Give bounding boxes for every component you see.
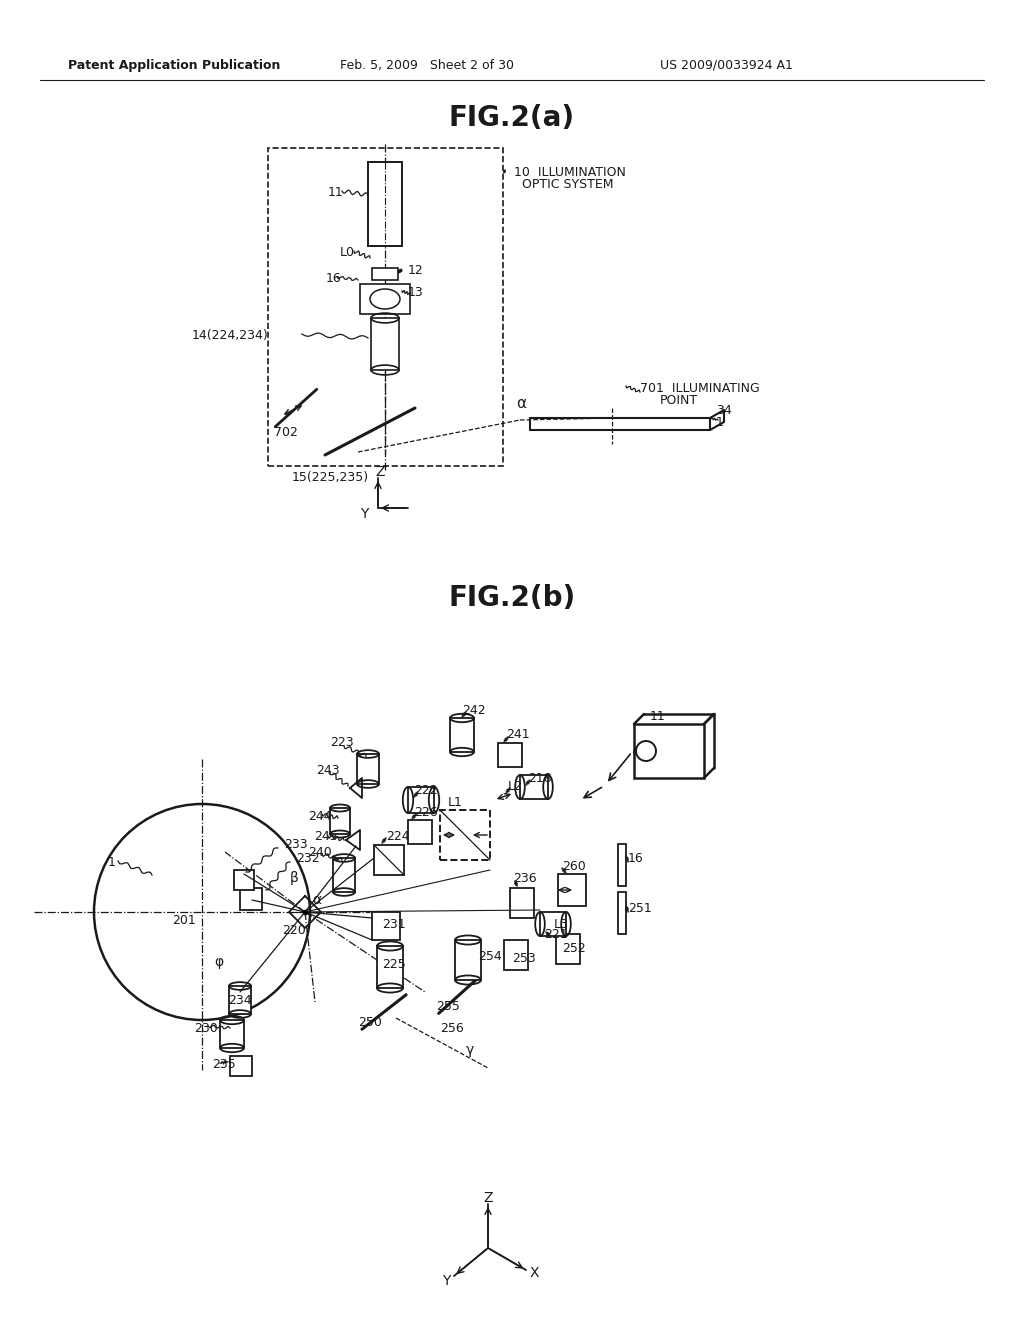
Text: 255: 255 [436,999,460,1012]
Bar [408,787,434,813]
Bar [377,946,403,987]
Text: 234: 234 [228,994,252,1006]
Text: 244: 244 [308,809,332,822]
Text: α: α [312,894,322,907]
Text: L2: L2 [508,780,523,792]
Bar [510,888,534,917]
Bar [408,820,432,843]
Bar [371,318,399,370]
Text: 221: 221 [544,928,567,940]
Text: 224: 224 [386,829,410,842]
Text: OPTIC SYSTEM: OPTIC SYSTEM [522,177,613,190]
Bar [330,808,350,834]
Text: 218: 218 [528,771,552,784]
Text: φ: φ [214,954,223,969]
Text: 222: 222 [414,784,437,796]
Text: Y: Y [359,507,368,521]
Text: 223: 223 [330,735,353,748]
Text: 13: 13 [408,285,424,298]
Text: γ: γ [466,1043,474,1057]
Bar [360,284,410,314]
Bar [240,888,262,909]
Text: 11: 11 [650,710,666,722]
Text: 260: 260 [562,859,586,873]
Text: 1: 1 [716,416,724,429]
Text: α: α [516,396,526,411]
Text: FIG.2(a): FIG.2(a) [449,104,575,132]
Text: 201: 201 [172,913,196,927]
Bar [372,912,400,940]
Text: 254: 254 [478,950,502,964]
Text: Y: Y [441,1274,451,1288]
Text: L0: L0 [340,247,355,260]
Text: 250: 250 [358,1015,382,1028]
Bar [374,845,404,875]
Text: 253: 253 [512,952,536,965]
Bar [618,843,626,886]
Text: 12: 12 [408,264,424,277]
Text: US 2009/0033924 A1: US 2009/0033924 A1 [660,58,793,71]
Bar [504,940,528,970]
Text: 701  ILLUMINATING: 701 ILLUMINATING [640,381,760,395]
Bar [618,892,626,935]
Bar [357,754,379,784]
Text: L3: L3 [554,917,569,931]
Text: 251: 251 [628,902,651,915]
Text: 14(224,234): 14(224,234) [193,330,268,342]
Text: 34: 34 [716,404,732,417]
Text: 245: 245 [314,829,338,842]
Text: 256: 256 [440,1022,464,1035]
Text: Z: Z [483,1191,493,1205]
Bar [556,935,580,964]
Text: 16: 16 [628,851,644,865]
Text: 240: 240 [308,846,332,858]
Bar [230,1056,252,1076]
Text: β: β [290,871,299,884]
Bar [372,268,398,280]
Bar [234,870,254,890]
Text: 702: 702 [274,425,298,438]
Bar [540,912,566,936]
Bar [368,162,402,246]
Text: Feb. 5, 2009   Sheet 2 of 30: Feb. 5, 2009 Sheet 2 of 30 [340,58,514,71]
Text: 220: 220 [282,924,306,936]
Text: 226: 226 [414,805,437,818]
Bar [558,874,586,906]
Text: 235: 235 [212,1059,236,1072]
Bar [634,723,705,777]
Bar [450,718,474,752]
Text: 242: 242 [462,704,485,717]
Text: 252: 252 [562,941,586,954]
Text: X: X [529,1266,539,1280]
Text: 16: 16 [326,272,342,285]
Bar [220,1020,244,1048]
Text: 241: 241 [506,729,529,742]
Text: 11: 11 [328,186,344,199]
Text: 233: 233 [284,837,307,850]
Text: POINT: POINT [660,393,698,407]
Text: 230: 230 [194,1022,218,1035]
Text: 10  ILLUMINATION: 10 ILLUMINATION [514,165,626,178]
Text: 225: 225 [382,958,406,972]
Text: 231: 231 [382,917,406,931]
Bar [268,148,503,466]
Bar [229,986,251,1014]
Text: FIG.2(b): FIG.2(b) [449,583,575,612]
Bar [455,940,481,979]
Bar [440,810,490,861]
Text: 1: 1 [108,857,116,870]
Text: Z: Z [375,465,385,479]
Text: L1: L1 [449,796,463,808]
Bar [498,743,522,767]
Text: 15(225,235): 15(225,235) [292,470,369,483]
Bar [333,858,355,892]
Text: Patent Application Publication: Patent Application Publication [68,58,281,71]
Text: 236: 236 [513,873,537,886]
Bar [520,775,548,799]
Text: 232: 232 [296,851,319,865]
Text: 243: 243 [316,763,340,776]
